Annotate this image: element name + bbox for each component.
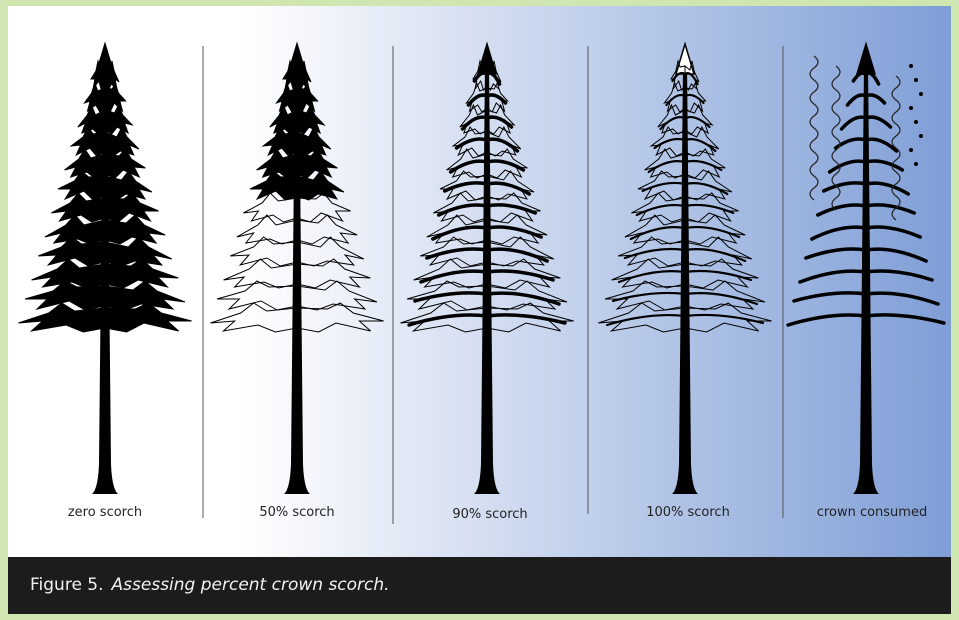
panel-label: crown consumed bbox=[817, 505, 927, 520]
ash-speck bbox=[909, 106, 913, 110]
caption-number: Figure 5. bbox=[30, 575, 104, 595]
caption-text: Assessing percent crown scorch. bbox=[112, 575, 390, 595]
ash-speck bbox=[914, 120, 918, 124]
figure: zero scorch 50% scorch 90% scorch 100% s… bbox=[8, 6, 951, 614]
panel-label: 50% scorch bbox=[259, 505, 334, 520]
panel-label: 100% scorch bbox=[646, 505, 730, 520]
ash-speck bbox=[919, 134, 923, 138]
ash-speck bbox=[914, 162, 918, 166]
ash-speck bbox=[909, 148, 913, 152]
illustration: zero scorch 50% scorch 90% scorch 100% s… bbox=[8, 6, 951, 557]
panel-label: 90% scorch bbox=[452, 507, 527, 522]
page: zero scorch 50% scorch 90% scorch 100% s… bbox=[0, 0, 959, 620]
panel-label: zero scorch bbox=[68, 505, 142, 520]
ash-speck bbox=[909, 64, 913, 68]
ash-speck bbox=[914, 78, 918, 82]
caption-bar: Figure 5. Assessing percent crown scorch. bbox=[8, 557, 951, 614]
ash-speck bbox=[919, 92, 923, 96]
